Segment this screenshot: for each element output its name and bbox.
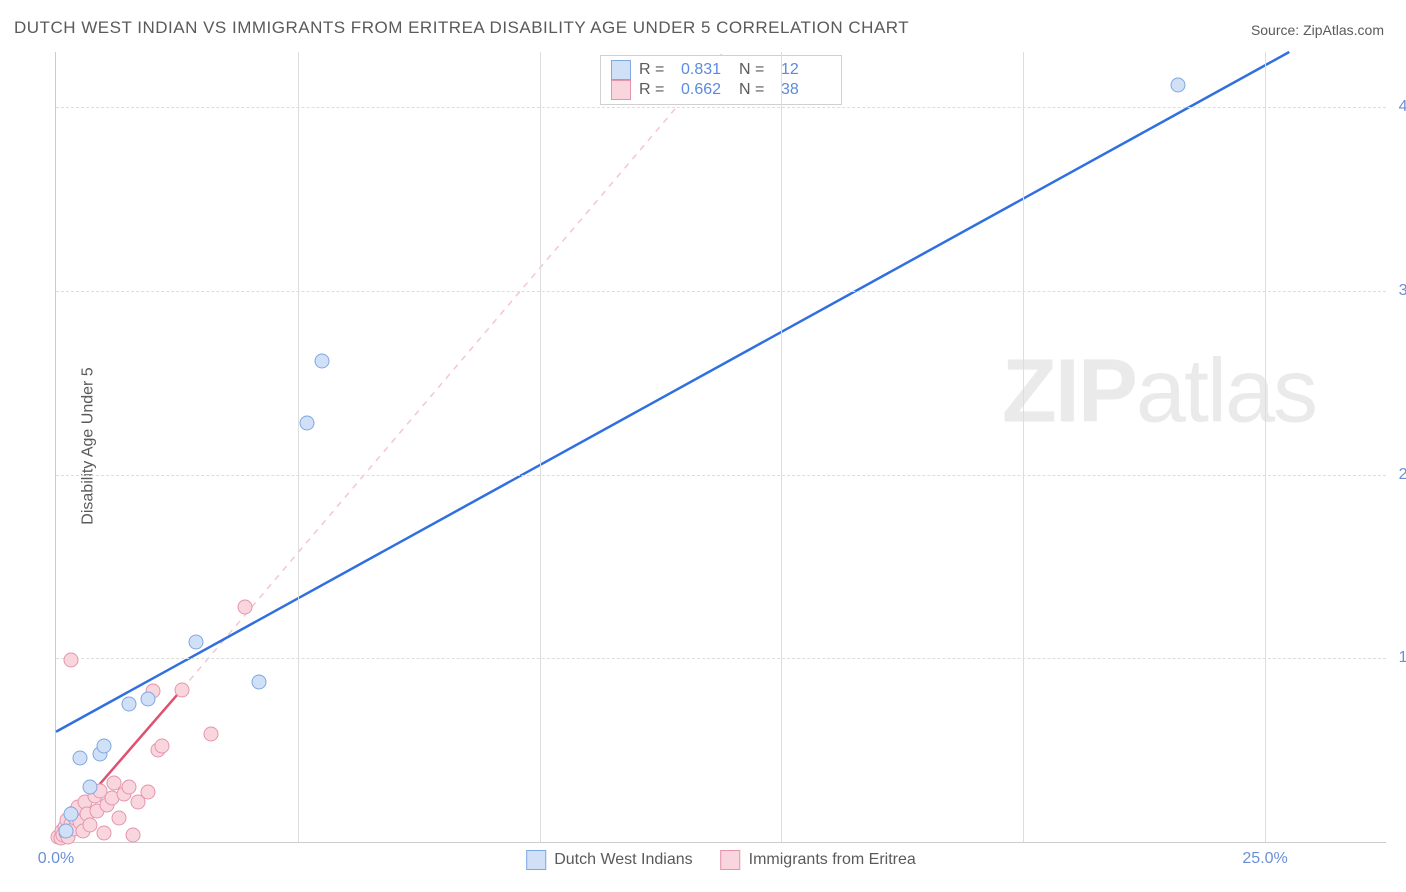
legend-label-a: Dutch West Indians: [554, 851, 692, 868]
grid-line-v: [540, 52, 541, 842]
legend-swatch-a: [611, 60, 631, 80]
data-point-a: [189, 634, 204, 649]
data-point-a: [140, 691, 155, 706]
data-point-b: [237, 599, 252, 614]
data-point-b: [111, 811, 126, 826]
data-point-b: [126, 827, 141, 842]
x-tick-label: 25.0%: [1242, 850, 1287, 868]
data-point-b: [140, 785, 155, 800]
legend-r-value-b: 0.662: [681, 81, 731, 99]
grid-line-v: [1023, 52, 1024, 842]
source-prefix: Source:: [1251, 22, 1303, 38]
legend-label-b: Immigrants from Eritrea: [749, 851, 916, 868]
legend-swatch-b: [611, 80, 631, 100]
data-point-a: [252, 675, 267, 690]
data-point-b: [63, 653, 78, 668]
y-tick-label: 40.0%: [1392, 98, 1406, 116]
scatter-plot-area: ZIPatlas R = 0.831 N = 12 R = 0.662 N = …: [55, 52, 1386, 843]
grid-line-h: [56, 475, 1386, 476]
watermark-bold: ZIP: [1002, 341, 1136, 441]
legend-swatch-b-icon: [721, 850, 741, 870]
trend-lines-layer: [56, 52, 1386, 842]
x-tick-label: 0.0%: [38, 850, 74, 868]
source-attribution: Source: ZipAtlas.com: [1251, 22, 1384, 38]
data-point-b: [174, 682, 189, 697]
legend-row-a: R = 0.831 N = 12: [611, 60, 831, 80]
data-point-a: [121, 697, 136, 712]
legend-row-b: R = 0.662 N = 38: [611, 80, 831, 100]
y-tick-label: 20.0%: [1392, 466, 1406, 484]
correlation-legend: R = 0.831 N = 12 R = 0.662 N = 38: [600, 55, 842, 105]
data-point-b: [203, 726, 218, 741]
source-link[interactable]: ZipAtlas.com: [1303, 22, 1384, 38]
series-legend: Dutch West Indians Immigrants from Eritr…: [526, 850, 916, 870]
data-point-a: [73, 750, 88, 765]
data-point-b: [97, 825, 112, 840]
grid-line-v: [1265, 52, 1266, 842]
legend-n-value-a: 12: [781, 61, 831, 79]
grid-line-v: [298, 52, 299, 842]
y-tick-label: 10.0%: [1392, 649, 1406, 667]
legend-r-value-a: 0.831: [681, 61, 731, 79]
chart-title: DUTCH WEST INDIAN VS IMMIGRANTS FROM ERI…: [14, 18, 909, 38]
legend-item-a: Dutch West Indians: [526, 850, 692, 870]
legend-item-b: Immigrants from Eritrea: [721, 850, 916, 870]
watermark: ZIPatlas: [1002, 340, 1316, 443]
grid-line-h: [56, 107, 1386, 108]
data-point-b: [155, 739, 170, 754]
data-point-a: [97, 739, 112, 754]
data-point-a: [315, 353, 330, 368]
data-point-b: [82, 818, 97, 833]
legend-n-label: N =: [739, 61, 773, 79]
watermark-light: atlas: [1136, 341, 1316, 441]
legend-n-label: N =: [739, 81, 773, 99]
legend-r-label: R =: [639, 61, 673, 79]
data-point-b: [121, 779, 136, 794]
legend-swatch-a-icon: [526, 850, 546, 870]
y-tick-label: 30.0%: [1392, 282, 1406, 300]
data-point-a: [63, 807, 78, 822]
data-point-a: [82, 779, 97, 794]
legend-n-value-b: 38: [781, 81, 831, 99]
grid-line-h: [56, 291, 1386, 292]
grid-line-h: [56, 658, 1386, 659]
data-point-a: [300, 416, 315, 431]
grid-line-v: [781, 52, 782, 842]
data-point-a: [58, 823, 73, 838]
legend-r-label: R =: [639, 81, 673, 99]
data-point-a: [1171, 78, 1186, 93]
